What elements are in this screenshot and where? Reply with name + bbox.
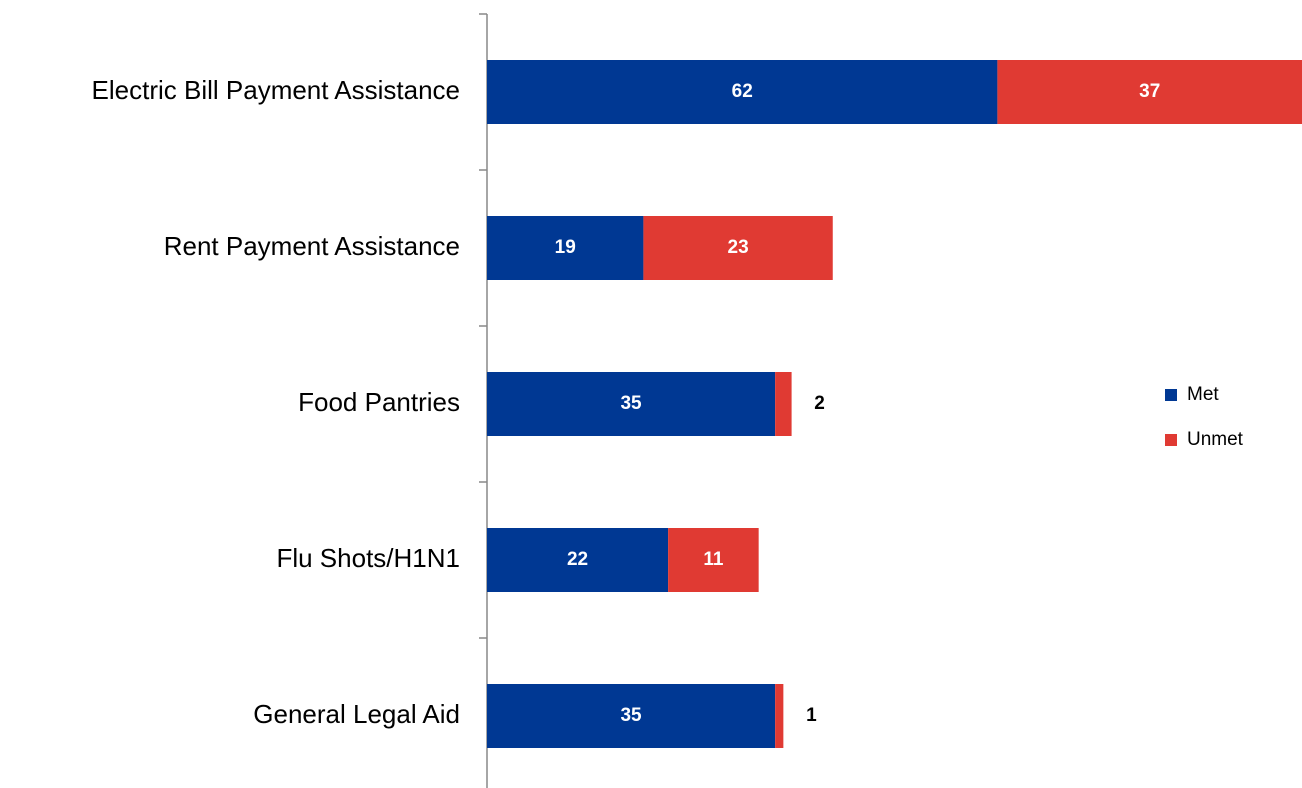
bar-segment	[775, 372, 792, 436]
data-label: 35	[620, 393, 642, 414]
category-label: Food Pantries	[298, 387, 460, 417]
legend-label: Met	[1187, 384, 1219, 405]
bar-segment	[997, 60, 1302, 124]
category-label: General Legal Aid	[253, 699, 460, 729]
bar-segment	[775, 684, 784, 748]
category-label: Flu Shots/H1N1	[276, 543, 460, 573]
bar-segment	[487, 684, 776, 748]
data-label: 62	[732, 81, 753, 102]
data-label: 35	[620, 705, 642, 726]
bar-segment	[487, 216, 644, 280]
data-label: 11	[703, 549, 724, 570]
data-label: 37	[1139, 81, 1160, 102]
bar-segment	[487, 528, 669, 592]
legend-label: Unmet	[1187, 429, 1244, 450]
data-label: 2	[814, 393, 825, 414]
bar-segment	[487, 60, 998, 124]
bar-segment	[643, 216, 833, 280]
category-label: Electric Bill Payment Assistance	[92, 75, 460, 105]
data-label: 23	[728, 237, 749, 258]
legend-swatch	[1165, 389, 1177, 401]
bar-segment	[487, 372, 776, 436]
data-label: 1	[806, 705, 817, 726]
bar-segment	[668, 528, 759, 592]
category-label: Rent Payment Assistance	[164, 231, 460, 261]
data-label: 19	[555, 237, 576, 258]
data-label: 22	[567, 549, 588, 570]
legend-swatch	[1165, 434, 1177, 446]
